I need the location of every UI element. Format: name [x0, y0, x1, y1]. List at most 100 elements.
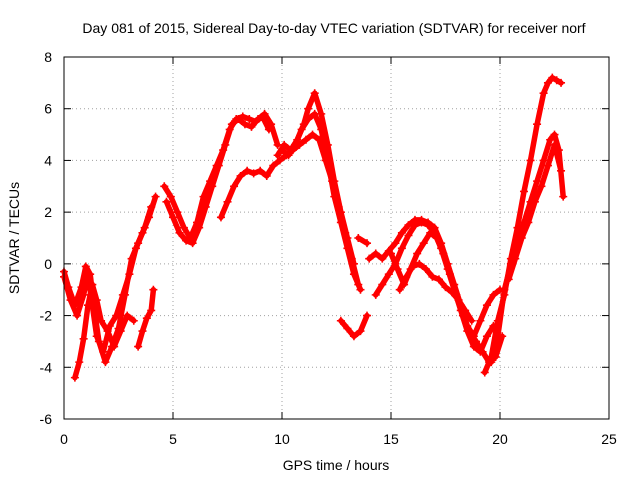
data-point — [134, 342, 143, 351]
series-track-f — [162, 109, 282, 248]
data-point — [434, 275, 443, 284]
data-point — [378, 254, 387, 263]
data-point — [94, 337, 103, 346]
data-point — [343, 324, 352, 333]
data-point — [317, 125, 326, 134]
data-point — [533, 177, 542, 186]
data-point — [323, 156, 332, 165]
data-point — [559, 192, 568, 201]
series-line — [355, 235, 370, 246]
data-point — [234, 115, 243, 124]
plot-frame — [63, 56, 610, 420]
data-point — [461, 306, 470, 315]
y-axis-label: SDTVAR / TECUs — [6, 182, 22, 294]
data-point — [275, 156, 284, 165]
series-track-j — [336, 311, 372, 341]
data-point — [546, 135, 555, 144]
data-point — [256, 166, 265, 175]
y-tick-label: 0 — [44, 256, 52, 272]
data-point — [103, 327, 112, 336]
y-tick-label: 8 — [44, 49, 52, 65]
data-point — [487, 358, 496, 367]
data-point — [415, 259, 424, 268]
series-line — [163, 111, 281, 246]
data-point — [371, 290, 380, 299]
data-point — [472, 337, 481, 346]
y-tick-label: -4 — [40, 359, 53, 375]
data-point — [221, 140, 230, 149]
series-track-c — [70, 280, 138, 382]
data-point — [557, 166, 566, 175]
y-tick-label: 6 — [44, 101, 52, 117]
series-track-d — [134, 285, 158, 351]
data-point — [543, 161, 552, 170]
data-point — [101, 358, 110, 367]
data-point — [227, 120, 236, 129]
series-line — [396, 261, 475, 324]
data-point — [533, 120, 542, 129]
y-tick-label: 2 — [44, 204, 52, 220]
data-point — [478, 347, 487, 356]
y-tick-label: -2 — [40, 308, 53, 324]
data-point — [223, 197, 232, 206]
data-point — [408, 262, 417, 271]
data-point — [216, 213, 225, 222]
data-point — [428, 272, 437, 281]
data-point — [504, 275, 513, 284]
data-point — [454, 296, 463, 305]
data-point — [421, 265, 430, 274]
data-point — [482, 332, 491, 341]
data-point — [310, 89, 319, 98]
data-point — [179, 223, 188, 232]
data-point — [243, 166, 252, 175]
series-track-n — [387, 228, 507, 367]
x-tick-labels: 0 5 10 15 20 25 — [60, 431, 617, 447]
data-point — [467, 316, 476, 325]
data-point — [304, 104, 313, 113]
data-point — [291, 140, 300, 149]
data-point — [393, 265, 402, 274]
data-point — [70, 301, 79, 310]
y-tick-labels: -6 -4 -2 0 2 4 6 8 — [40, 49, 53, 427]
data-point — [363, 239, 372, 248]
data-point — [79, 334, 88, 343]
data-point — [201, 202, 210, 211]
data-point — [343, 244, 352, 253]
data-point — [254, 115, 263, 124]
data-point — [482, 301, 491, 310]
data-point — [301, 135, 310, 144]
x-tick-label: 25 — [601, 431, 617, 447]
data-point — [284, 151, 293, 160]
data-point — [330, 192, 339, 201]
data-point — [552, 76, 561, 85]
data-point — [384, 270, 393, 279]
data-point — [519, 187, 528, 196]
series-track-q — [487, 130, 568, 367]
data-point — [356, 285, 365, 294]
data-point — [273, 151, 282, 160]
data-point — [208, 182, 217, 191]
chart-title: Day 081 of 2015, Sidereal Day-to-day VTE… — [82, 20, 585, 36]
data-point — [151, 192, 160, 201]
data-point — [356, 327, 365, 336]
data-point — [278, 146, 286, 155]
data-point — [280, 140, 289, 149]
data-point — [432, 234, 441, 242]
data-point — [537, 182, 546, 191]
data-point — [419, 239, 428, 248]
x-axis-label: GPS time / hours — [283, 457, 390, 473]
data-point — [543, 78, 552, 87]
data-point — [92, 296, 101, 305]
data-point — [387, 249, 395, 258]
data-point — [247, 122, 256, 131]
data-point — [365, 254, 374, 263]
data-point — [97, 316, 106, 325]
data-point — [548, 73, 557, 82]
data-point — [480, 368, 489, 377]
series-line — [61, 204, 154, 365]
data-point — [391, 239, 400, 248]
data-point — [310, 109, 319, 118]
series-track-o — [395, 259, 476, 325]
data-point — [267, 120, 276, 129]
